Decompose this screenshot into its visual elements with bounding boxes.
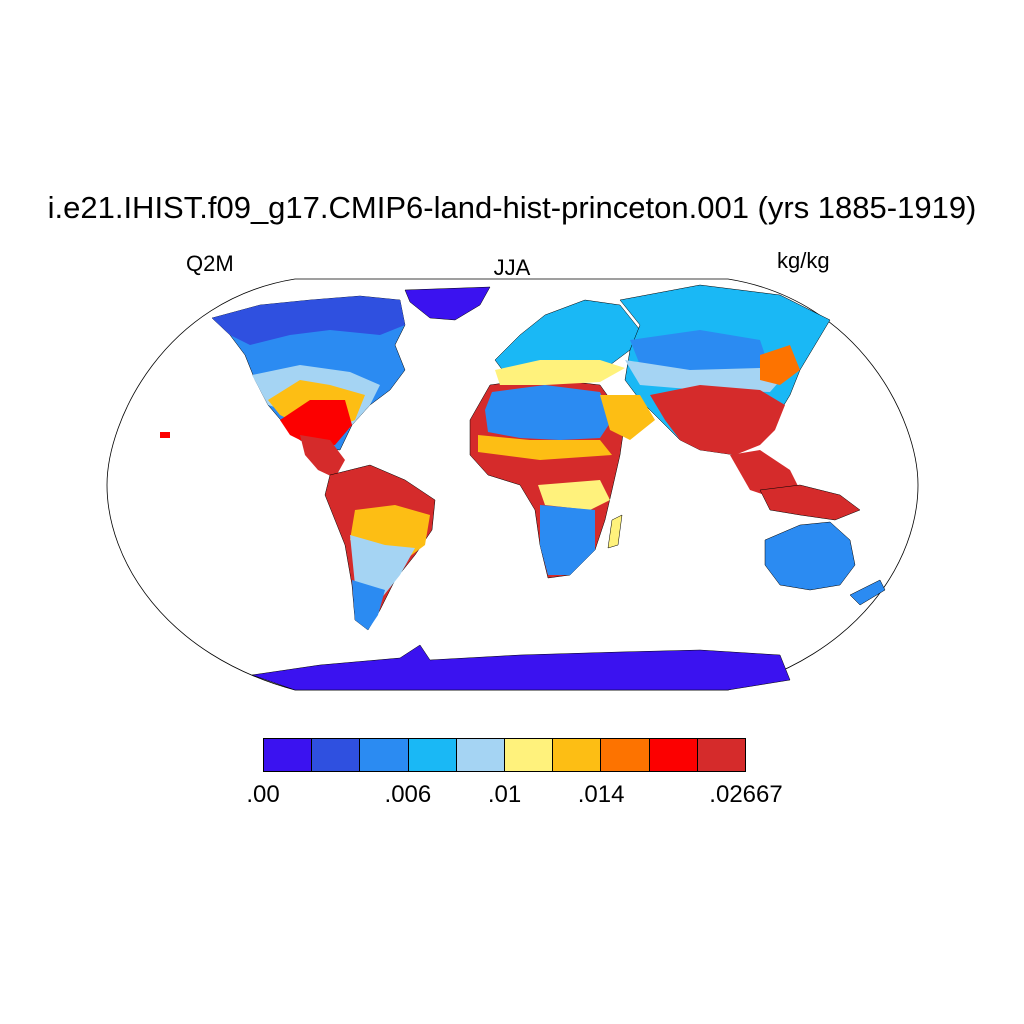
season-label: JJA bbox=[493, 255, 531, 280]
greenland bbox=[404, 286, 491, 321]
africa-south bbox=[540, 505, 595, 575]
central-america bbox=[300, 435, 345, 478]
colorbar bbox=[263, 738, 746, 772]
map-title: i.e21.IHIST.f09_g17.CMIP6-land-hist-prin… bbox=[47, 190, 977, 225]
colorbar-tick-label: .01 bbox=[487, 781, 522, 808]
variable-label: Q2M bbox=[186, 251, 234, 276]
africa-sahel bbox=[478, 435, 612, 460]
new-zealand bbox=[849, 579, 886, 606]
europe-south bbox=[495, 360, 625, 385]
colorbar-tick-label: .006 bbox=[384, 781, 432, 808]
colorbar-tick-label: .014 bbox=[577, 781, 625, 808]
south-asia bbox=[650, 385, 785, 455]
asia-central bbox=[630, 330, 770, 375]
asia-band-light bbox=[625, 360, 785, 392]
indonesia bbox=[759, 484, 861, 521]
south-america-band-light bbox=[350, 535, 415, 600]
colorbar-swatch bbox=[456, 739, 506, 771]
colorbar-tick-label: .02667 bbox=[709, 781, 783, 808]
colorbar-swatch bbox=[601, 739, 650, 771]
units-label: kg/kg bbox=[777, 248, 830, 273]
asia-band-warm bbox=[760, 345, 800, 385]
arabia bbox=[600, 395, 655, 440]
colorbar-swatch bbox=[312, 739, 361, 771]
africa-sahara bbox=[485, 385, 612, 440]
colorbar-swatch bbox=[505, 739, 554, 771]
colorbar-swatch bbox=[408, 739, 457, 771]
colorbar-swatch bbox=[697, 739, 746, 771]
colorbar-swatch bbox=[264, 739, 313, 771]
south-america-south bbox=[352, 580, 385, 630]
north-america-band-hot bbox=[280, 400, 352, 445]
antarctica bbox=[251, 644, 791, 691]
australia bbox=[764, 521, 856, 591]
colorbar-swatch bbox=[360, 739, 409, 771]
north-america-north bbox=[212, 296, 405, 345]
africa-south-warm bbox=[538, 480, 610, 510]
colorbar-swatch bbox=[553, 739, 602, 771]
hawaii-island bbox=[160, 432, 170, 438]
madagascar bbox=[607, 514, 623, 549]
colorbar-swatch bbox=[649, 739, 698, 771]
colorbar-tick-label: .00 bbox=[246, 781, 280, 808]
